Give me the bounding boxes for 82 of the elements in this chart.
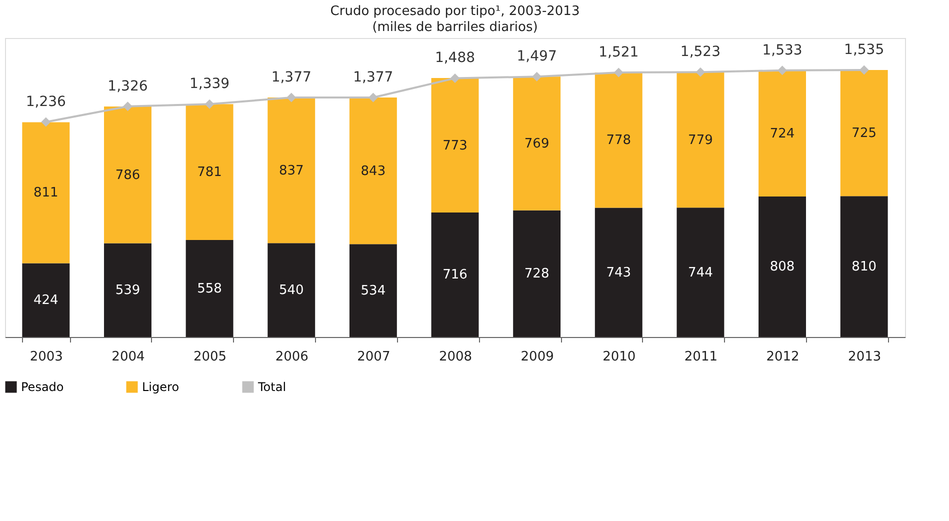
data-label: 1,523 [680,44,720,60]
data-label: 725 [852,126,877,142]
bar [268,98,316,244]
point [696,67,706,77]
x-tick-label: 2005 [194,350,227,364]
point [41,117,51,127]
bar [104,106,152,244]
data-label: 1,488 [434,50,476,66]
x-tick-label: 2009 [520,350,554,364]
data-label: 837 [278,163,304,178]
data-label: 811 [33,186,58,201]
bar [513,210,561,337]
data-label: 728 [524,266,550,282]
text: (miles de barriles diarios) [372,20,538,35]
bar [676,72,724,208]
point [122,102,132,112]
x-tick-label: 2003 [30,350,63,364]
data-label: 724 [770,126,795,142]
x-tick-label: 2007 [357,350,390,364]
data-label: 540 [278,283,304,298]
point [368,92,378,102]
data-label: 1,377 [271,70,312,86]
data-label: 779 [688,132,713,148]
point [614,68,624,78]
data-label: 1,533 [762,42,802,58]
bar [349,98,397,244]
x-tick-label: 2004 [112,350,145,364]
bar [22,263,70,337]
data-label: 534 [360,284,386,299]
bar [758,70,806,196]
point [532,72,542,82]
bar [22,122,70,264]
point [778,66,788,76]
data-label: 1,521 [598,44,639,60]
data-label: 1,326 [108,78,148,94]
bar [594,72,642,208]
legend-label: Pesado [21,380,64,394]
data-label: 424 [33,293,58,308]
data-label: 744 [688,265,713,280]
bar [758,196,806,337]
bar [676,208,724,337]
data-label: 539 [115,283,140,298]
bar [431,78,479,212]
bar [594,208,642,337]
data-label: 1,236 [26,94,66,110]
data-label: 773 [442,138,468,154]
data-label: 786 [115,168,140,183]
data-label: 1,535 [844,42,884,58]
data-label: 781 [197,165,222,180]
x-tick-label: 2010 [602,350,636,364]
data-label: 808 [770,260,795,275]
bar [268,243,316,337]
bar [186,104,234,240]
data-label: 716 [442,268,468,283]
bar [513,76,561,210]
x-tick-label: 2006 [275,350,308,364]
data-label: 843 [360,164,386,179]
bar [186,240,234,337]
legend-label: Total [257,380,286,394]
data-label: 778 [606,133,632,148]
bar [840,70,888,196]
text: Crudo procesado por tipo¹, 2003-2013 [330,4,580,19]
bar [104,243,152,337]
data-label: 1,497 [516,48,557,65]
point [450,73,460,83]
data-label: 1,377 [353,70,394,86]
data-label: 558 [197,281,222,296]
bar [431,212,479,337]
x-tick-label: 2013 [848,350,882,364]
bar [349,244,397,337]
x-tick-label: 2011 [684,350,718,364]
data-label: 1,339 [190,76,230,92]
legend-label: Ligero [142,380,180,394]
point [286,92,296,102]
x-tick-label: 2012 [766,350,800,364]
point [859,65,869,75]
data-label: 810 [852,260,877,275]
point [204,99,214,109]
data-label: 769 [524,136,550,152]
bar [840,196,888,337]
x-tick-label: 2008 [438,350,472,364]
data-label: 743 [606,265,632,280]
